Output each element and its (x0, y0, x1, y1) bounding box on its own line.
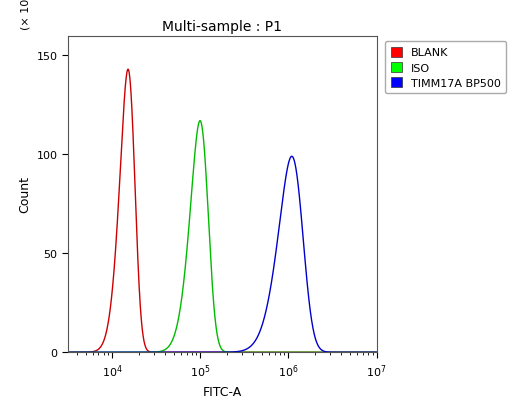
Y-axis label: Count: Count (18, 176, 31, 213)
Title: Multi-sample : P1: Multi-sample : P1 (162, 20, 282, 34)
Text: (× 10¹): (× 10¹) (20, 0, 30, 30)
X-axis label: FITC-A: FITC-A (202, 385, 242, 398)
Legend: BLANK, ISO, TIMM17A BP500: BLANK, ISO, TIMM17A BP500 (385, 42, 506, 94)
